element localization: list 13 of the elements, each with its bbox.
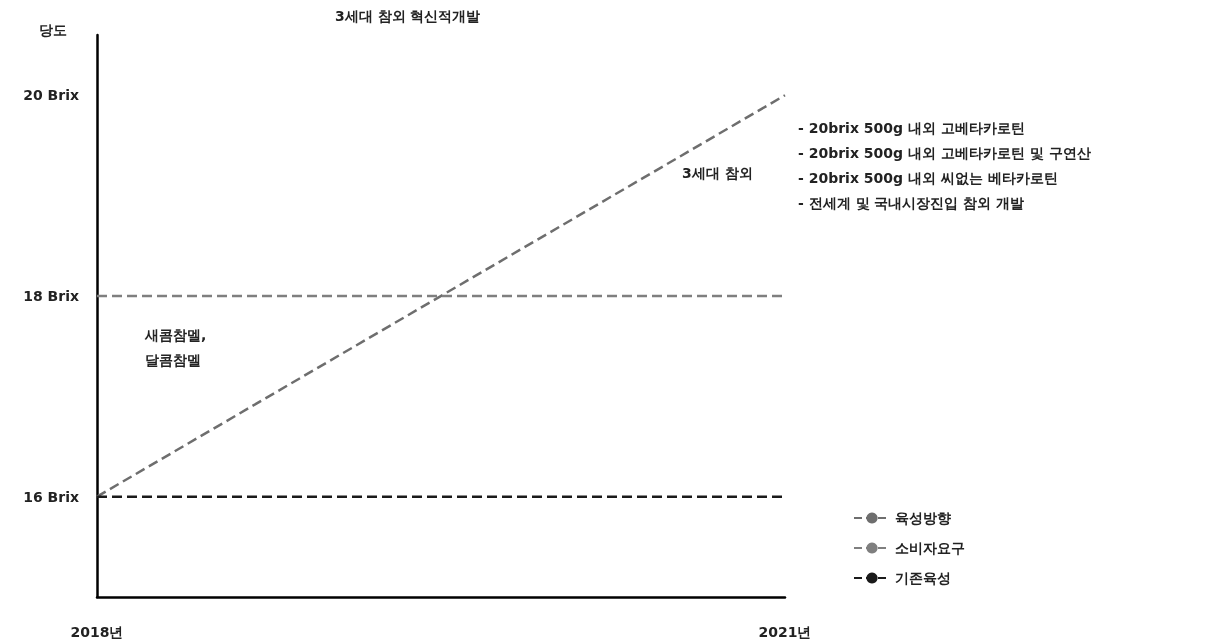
- y-tick-label: 20 Brix: [23, 87, 79, 104]
- text: - 20brix 500g 내외 고베타카로틴 - 20brix 500g 내외 고베타카로틴 및 구연산 - 20brix 500g 내외 씨없는 베타카로틴 - 전세계 및 국내시장진입 참외 개발: [798, 119, 1091, 211]
- legend-label: 육성방향: [895, 510, 951, 526]
- legend-label: 소비자요구: [895, 540, 965, 556]
- annotation: 새콤참멜, 달콤참멜: [144, 326, 207, 368]
- legend-label: 기존육성: [895, 570, 951, 586]
- chart-title: 3세대 참외 혁신적개발: [335, 8, 481, 24]
- annotation: 3세대 참외: [682, 164, 753, 181]
- y-axis-title: 당도: [39, 22, 67, 38]
- y-tick-label: 18 Brix: [23, 287, 79, 304]
- y-tick-label: 16 Brix: [23, 488, 79, 505]
- x-tick-label: 2018년: [70, 624, 124, 640]
- x-tick-label: 2021년: [758, 624, 812, 640]
